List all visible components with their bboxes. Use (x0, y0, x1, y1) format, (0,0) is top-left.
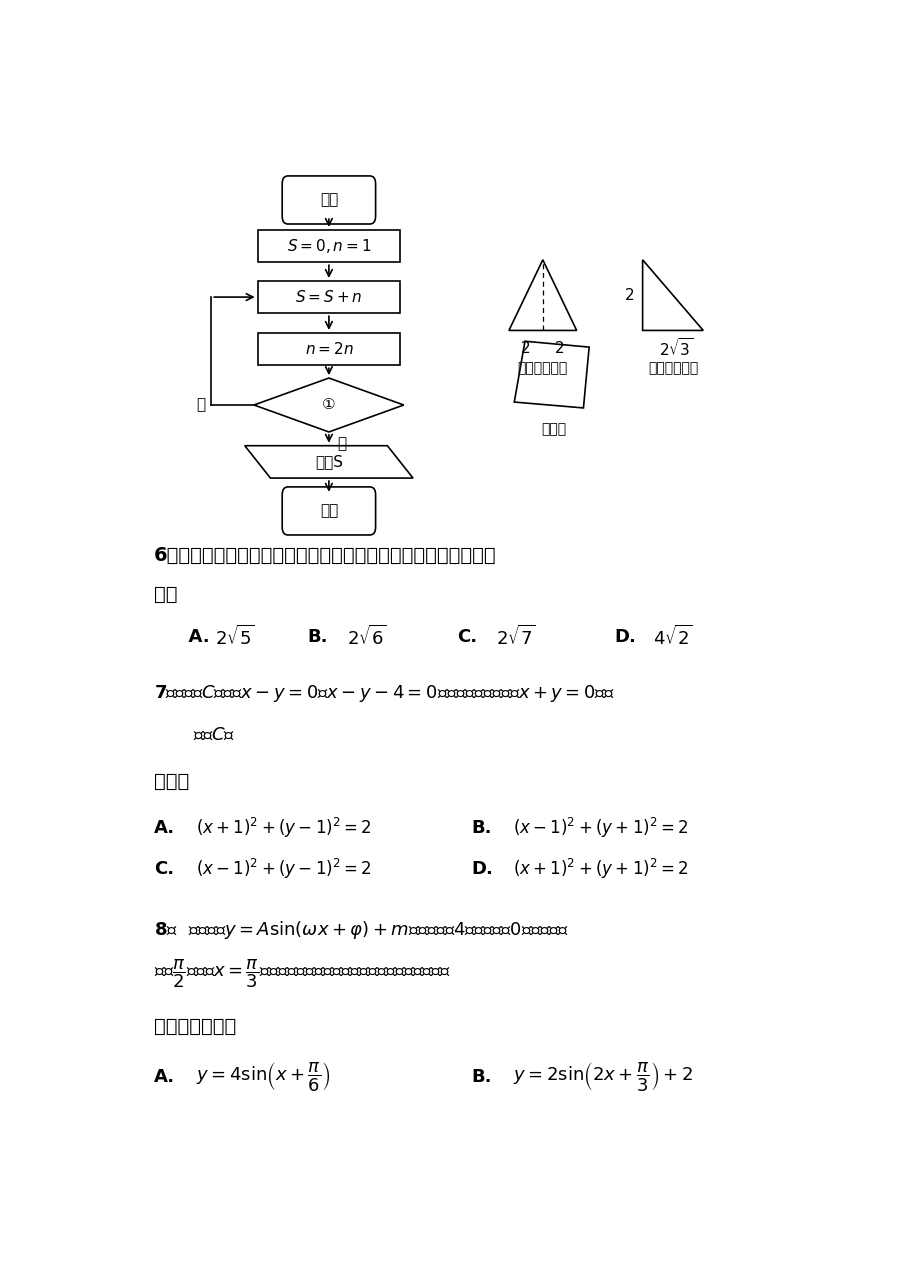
Text: ①: ① (322, 397, 335, 413)
Text: 6、某四面体的三视图如图所示，该四面体的六条棱的长度中最大: 6、某四面体的三视图如图所示，该四面体的六条棱的长度中最大 (154, 545, 496, 564)
Text: $2\sqrt{5}$: $2\sqrt{5}$ (215, 624, 255, 648)
FancyBboxPatch shape (282, 487, 375, 535)
Text: 7、已知圆$C$与直线$x-y=0$及$x-y-4=0$都相切，圆心在直线$x+y=0$上，: 7、已知圆$C$与直线$x-y=0$及$x-y-4=0$都相切，圆心在直线$x+… (154, 683, 615, 705)
Polygon shape (508, 260, 576, 330)
Text: C.: C. (457, 628, 477, 646)
Text: 2: 2 (624, 288, 634, 303)
Text: B.: B. (471, 819, 492, 837)
Text: A.: A. (154, 1068, 176, 1085)
Text: $2\sqrt{7}$: $2\sqrt{7}$ (496, 624, 536, 648)
Text: 期为$\dfrac{\pi}{2}$，直线$x=\dfrac{\pi}{3}$是其图像的一条对称轴，则下面各式中符合条件: 期为$\dfrac{\pi}{2}$，直线$x=\dfrac{\pi}{3}$是… (154, 958, 450, 990)
Text: A.: A. (154, 819, 176, 837)
Text: D.: D. (614, 628, 635, 646)
Text: 正（主）视图: 正（主）视图 (517, 361, 567, 375)
Text: $y=4\sin\!\left(x+\dfrac{\pi}{6}\right)$: $y=4\sin\!\left(x+\dfrac{\pi}{6}\right)$ (196, 1060, 330, 1093)
Text: 开始: 开始 (320, 192, 337, 208)
Text: $2\sqrt{3}$: $2\sqrt{3}$ (659, 338, 693, 359)
Text: 方程为: 方程为 (154, 772, 189, 791)
Text: A.: A. (176, 628, 209, 646)
Text: 否: 否 (196, 397, 205, 413)
FancyBboxPatch shape (257, 333, 400, 366)
Text: 输出S: 输出S (314, 455, 343, 469)
FancyBboxPatch shape (257, 280, 400, 313)
Text: 的是: 的是 (154, 585, 177, 604)
Text: $(x-1)^2+(y+1)^2=2$: $(x-1)^2+(y+1)^2=2$ (512, 815, 687, 840)
Text: $y=2\sin\!\left(2x+\dfrac{\pi}{3}\right)+2$: $y=2\sin\!\left(2x+\dfrac{\pi}{3}\right)… (512, 1060, 692, 1093)
Text: $S = 0,n = 1$: $S = 0,n = 1$ (287, 237, 370, 255)
Text: $n = 2n$: $n = 2n$ (304, 341, 353, 357)
Text: 2: 2 (520, 340, 530, 355)
Text: $S = S + n$: $S = S + n$ (295, 289, 362, 304)
Text: 是: 是 (336, 436, 346, 451)
Text: C.: C. (154, 860, 175, 878)
Text: 的函数解析式是: 的函数解析式是 (154, 1017, 236, 1036)
Text: $(x+1)^2+(y+1)^2=2$: $(x+1)^2+(y+1)^2=2$ (512, 857, 687, 882)
Polygon shape (254, 378, 403, 432)
Text: $2\sqrt{6}$: $2\sqrt{6}$ (346, 624, 386, 648)
Text: B.: B. (471, 1068, 492, 1085)
Text: D.: D. (471, 860, 493, 878)
Polygon shape (514, 341, 588, 408)
Polygon shape (244, 446, 413, 478)
Text: B.: B. (307, 628, 328, 646)
Text: 结束: 结束 (320, 503, 337, 519)
Polygon shape (641, 260, 702, 330)
FancyBboxPatch shape (282, 176, 375, 224)
Text: $4\sqrt{2}$: $4\sqrt{2}$ (652, 624, 692, 648)
Text: $(x+1)^2+(y-1)^2=2$: $(x+1)^2+(y-1)^2=2$ (196, 815, 370, 840)
Text: 则圆$C$的: 则圆$C$的 (193, 726, 235, 744)
Text: 2: 2 (554, 340, 564, 355)
FancyBboxPatch shape (257, 229, 400, 262)
Text: 俯视图: 俯视图 (540, 423, 565, 437)
Text: $(x-1)^2+(y-1)^2=2$: $(x-1)^2+(y-1)^2=2$ (196, 857, 370, 882)
Text: 8、  已知函数$y=A\sin(\omega x+\varphi)+m$的最大值为$4$，最小值为$0$，最小正周: 8、 已知函数$y=A\sin(\omega x+\varphi)+m$的最大值… (154, 919, 568, 940)
Text: 侧（左）视图: 侧（左）视图 (647, 361, 698, 375)
